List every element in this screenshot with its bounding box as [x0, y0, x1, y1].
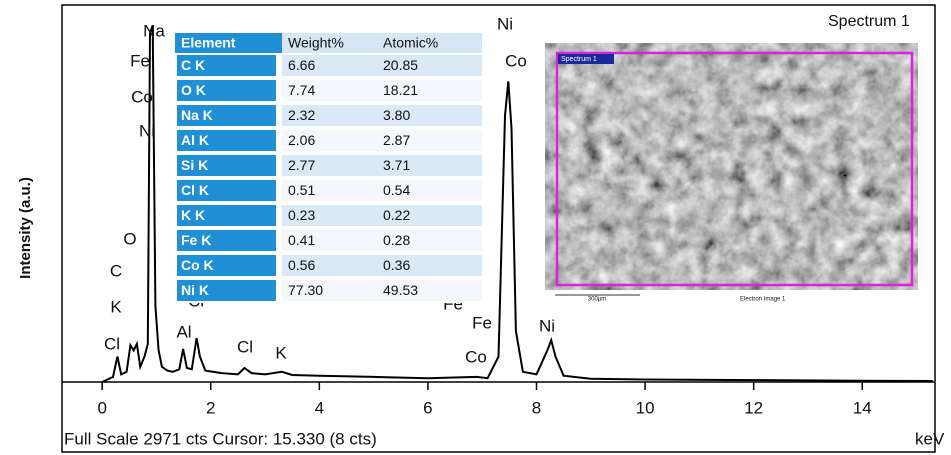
plot-frame [61, 4, 936, 453]
peak-label: Na [143, 21, 165, 40]
table-cell: Cl K [181, 182, 209, 198]
results-table: Element Weight% Atomic% C K 6.66 20.85 O K 7.74… [175, 33, 482, 303]
peak-label: Cl [237, 337, 253, 356]
table-cell-bg [177, 80, 276, 101]
table-cell-bg [177, 130, 276, 151]
table-header: Atomic% [383, 35, 438, 51]
table-row-bg [282, 130, 482, 151]
table-cell: 0.28 [383, 232, 410, 248]
x-tick-label: 14 [853, 398, 872, 417]
peak-labels: NaFeCoNiOCKClAlClClKNiCoFeFeCoNi [104, 14, 555, 366]
x-tick-label: 12 [744, 398, 763, 417]
table-cell: 2.77 [288, 157, 315, 173]
table-row-bg [282, 205, 482, 226]
peak-label: Co [465, 347, 487, 366]
table-cell: Co K [181, 257, 214, 273]
table-cell: Al K [181, 132, 209, 148]
table-row-bg [282, 80, 482, 101]
peak-label: Ni [497, 14, 513, 33]
table-cell: 0.56 [288, 257, 315, 273]
spectrum-label: Spectrum 1 [828, 13, 910, 30]
table-row-bg [282, 230, 482, 251]
table-cell: 20.85 [383, 57, 418, 73]
scale-label: 300µm [588, 297, 606, 303]
table-cell-bg [177, 155, 276, 176]
table-cell: 6.66 [288, 57, 315, 73]
footer: Full Scale 2971 cts Cursor: 15.330 (8 ct… [64, 429, 377, 448]
table-cell-bg [177, 255, 276, 276]
region-tag [558, 54, 614, 64]
peak-label: O [123, 229, 136, 248]
peak-label: C [110, 261, 122, 280]
table-cell: Si K [181, 157, 208, 173]
table-row-bg [282, 255, 482, 276]
table-row-bg [282, 280, 482, 301]
table-cell-bg [177, 280, 276, 301]
table-row-bg [282, 180, 482, 201]
peak-label: Co [131, 87, 153, 106]
peak-label: K [110, 297, 122, 316]
table-cell: 77.30 [288, 282, 323, 298]
table-cell-bg [177, 55, 276, 76]
table-cell: 3.71 [383, 157, 410, 173]
table-cell: 2.87 [383, 132, 410, 148]
x-unit: keV [915, 429, 945, 448]
region-box [555, 51, 914, 287]
image-caption: Electron Image 1 [740, 297, 786, 303]
table-row-bg [282, 55, 482, 76]
sem-image: 300µm Electron Image 1 Spectrum 1 [545, 43, 918, 303]
table-row-bg [282, 155, 482, 176]
sem-strip [545, 290, 918, 302]
x-tick-label: 0 [97, 398, 106, 417]
peak-label: Ni [139, 121, 155, 140]
x-tick-label: 8 [532, 398, 541, 417]
peak-label: Cl [104, 334, 120, 353]
table-cell: 0.22 [383, 207, 410, 223]
table-cell: C K [181, 57, 205, 73]
table-cell: Fe K [181, 232, 211, 248]
peak-label: Co [505, 51, 527, 70]
table-cell-bg [177, 205, 276, 226]
table-cell: 18.21 [383, 82, 418, 98]
table-cell: 0.54 [383, 182, 410, 198]
table-row-bg [282, 105, 482, 126]
spectrum-line [101, 25, 933, 383]
table-cell: 7.74 [288, 82, 315, 98]
peak-label: Fe [130, 51, 150, 70]
table-cell-bg [177, 180, 276, 201]
table-cell: K K [181, 207, 205, 223]
peak-label: Ni [539, 316, 555, 335]
x-tick-label: 2 [206, 398, 215, 417]
table-cell: 0.36 [383, 257, 410, 273]
table-cell: 2.06 [288, 132, 315, 148]
table-cell-bg [177, 230, 276, 251]
table-cell: 49.53 [383, 282, 418, 298]
x-tick-label: 10 [636, 398, 655, 417]
y-axis-label: Intensity (a.u.) [17, 177, 34, 279]
x-tick-label: 4 [315, 398, 324, 417]
table-cell: Na K [181, 107, 213, 123]
peak-label: K [275, 343, 287, 362]
table-cell: 3.80 [383, 107, 410, 123]
peak-label: Fe [472, 313, 492, 332]
table-header: Weight% [288, 35, 344, 51]
table-cell: 2.32 [288, 107, 315, 123]
table-header-bg [282, 33, 482, 53]
region-label: Spectrum 1 [561, 56, 597, 63]
sem-texture [545, 43, 918, 290]
peak-label: Al [176, 322, 191, 341]
table-cell: 0.41 [288, 232, 315, 248]
table-header-bg [175, 33, 282, 53]
table-cell-bg [177, 105, 276, 126]
table-cell: 0.51 [288, 182, 315, 198]
table-cell: 0.23 [288, 207, 315, 223]
table-header: Element [181, 35, 236, 51]
table-cell: Ni K [181, 282, 209, 298]
x-tick-label: 6 [423, 398, 432, 417]
table-cell: O K [181, 82, 206, 98]
